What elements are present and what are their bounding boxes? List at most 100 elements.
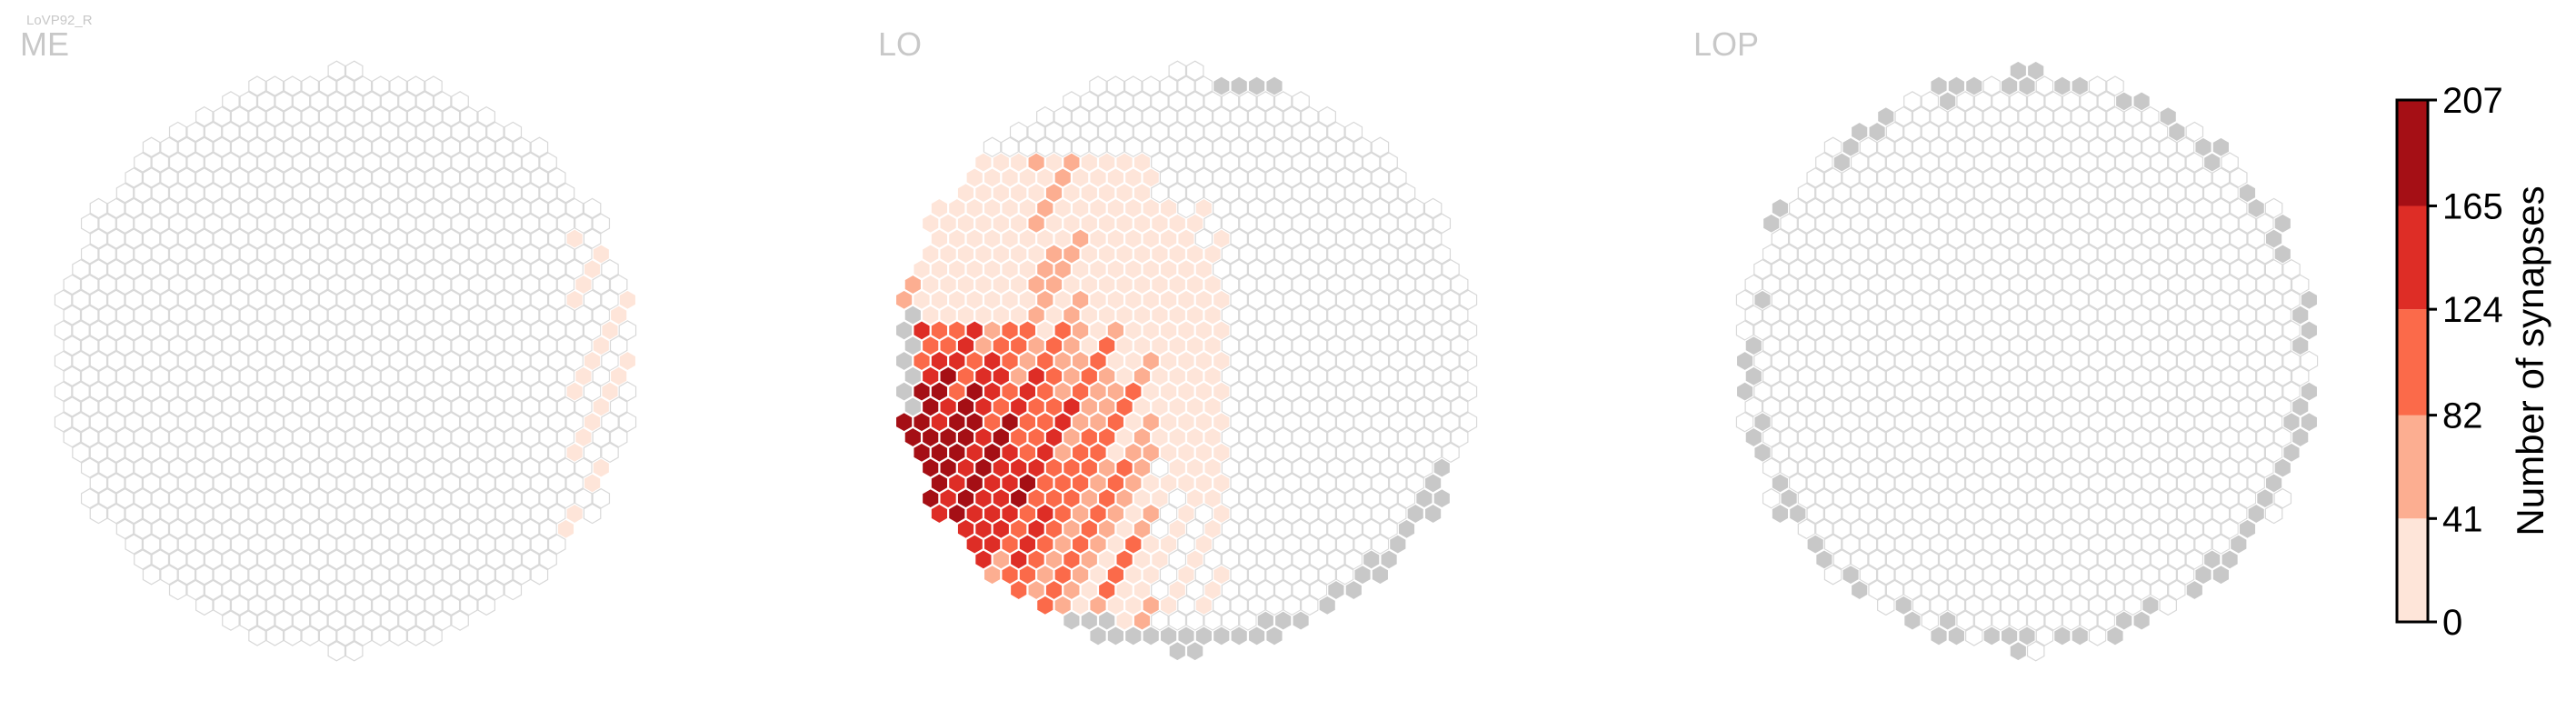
- hex-column: [2150, 487, 2169, 509]
- hex-column: [1256, 274, 1275, 295]
- hex-column: [1771, 197, 1790, 219]
- hex-column: [1256, 549, 1275, 570]
- hex-column: [1044, 457, 1063, 478]
- hex-column: [1832, 305, 1852, 325]
- hex-column: [372, 442, 390, 464]
- hex-column: [406, 75, 425, 96]
- hex-column: [556, 457, 575, 478]
- hex-column: [956, 518, 975, 540]
- hex-column: [1877, 534, 1895, 555]
- hex-column: [1159, 258, 1178, 280]
- hex-column: [1063, 305, 1081, 325]
- hex-column: [115, 487, 135, 509]
- hex-column: [1362, 305, 1381, 325]
- hex-column: [134, 152, 152, 173]
- hex-column: [2071, 105, 2089, 127]
- hex-column: [2150, 426, 2169, 448]
- hex-column: [310, 182, 328, 204]
- hex-column: [1744, 366, 1763, 387]
- hex-column: [2114, 91, 2133, 112]
- hex-column: [63, 305, 82, 325]
- hex-column: [1185, 91, 1204, 112]
- hex-column: [1938, 396, 1957, 417]
- hex-column: [1080, 182, 1099, 204]
- hex-column: [125, 320, 143, 341]
- hex-column: [1256, 426, 1275, 448]
- hex-column: [1301, 105, 1319, 127]
- hex-column: [1973, 305, 1992, 325]
- hex-column: [1780, 366, 1798, 387]
- hex-column: [239, 518, 258, 540]
- hex-column: [2282, 442, 2301, 464]
- hex-column: [336, 258, 354, 280]
- hex-column: [2168, 457, 2186, 478]
- hex-column: [380, 121, 399, 143]
- hex-column: [2238, 213, 2257, 235]
- hex-column: [1842, 136, 1860, 158]
- hex-column: [424, 167, 443, 188]
- hex-column: [2035, 136, 2054, 158]
- hex-column: [1080, 213, 1099, 235]
- hex-column: [1142, 105, 1160, 127]
- hex-column: [1938, 426, 1957, 448]
- hex-column: [2194, 564, 2212, 586]
- hex-column: [1433, 335, 1452, 356]
- hex-column: [1327, 335, 1345, 356]
- hex-column: [442, 105, 461, 127]
- hex-column: [921, 426, 940, 448]
- hex-column: [160, 350, 178, 372]
- hex-column: [344, 91, 364, 112]
- hex-column: [1265, 197, 1283, 219]
- hex-column: [2062, 366, 2081, 387]
- hex-column: [63, 396, 82, 417]
- hex-column: [2273, 396, 2292, 417]
- hex-column: [1885, 457, 1904, 478]
- hex-column: [1406, 350, 1424, 372]
- hex-column: [451, 152, 469, 173]
- hex-column: [1868, 518, 1886, 540]
- hex-column: [2194, 350, 2212, 372]
- hex-column: [1151, 274, 1169, 295]
- hex-column: [556, 518, 575, 540]
- hex-column: [2035, 564, 2054, 586]
- hex-column: [354, 320, 373, 341]
- hex-column: [1027, 182, 1045, 204]
- hex-column: [1842, 258, 1860, 280]
- hex-column: [2114, 610, 2133, 631]
- hex-column: [1027, 335, 1045, 356]
- hex-column: [1912, 350, 1931, 372]
- hex-column: [1018, 289, 1037, 311]
- hex-column: [521, 487, 540, 509]
- hex-column: [983, 320, 1002, 341]
- hex-column: [256, 457, 275, 478]
- hex-column: [195, 258, 214, 280]
- hex-column: [1151, 152, 1169, 173]
- hex-column: [406, 534, 425, 555]
- hex-column: [1789, 473, 1807, 494]
- hex-column: [1053, 473, 1072, 494]
- hex-column: [1168, 91, 1187, 112]
- hex-column: [992, 274, 1011, 295]
- hex-column: [98, 366, 116, 387]
- hex-column: [1292, 244, 1310, 265]
- hex-column: [556, 213, 575, 235]
- hex-column: [2114, 182, 2133, 204]
- hex-column: [930, 289, 949, 311]
- hex-column: [2009, 457, 2028, 478]
- hex-column: [1956, 579, 1974, 601]
- hex-column: [1265, 320, 1283, 341]
- hex-column: [477, 136, 495, 158]
- hex-column: [1806, 381, 1824, 402]
- hex-column: [1832, 213, 1852, 235]
- hex-column: [2009, 91, 2028, 112]
- hex-column: [992, 366, 1011, 387]
- hex-column: [477, 320, 495, 341]
- hex-column: [424, 473, 443, 494]
- hex-column: [1194, 75, 1213, 96]
- hex-column: [921, 487, 940, 509]
- hex-column: [344, 610, 364, 631]
- hex-column: [548, 473, 566, 494]
- hex-column: [1301, 197, 1319, 219]
- hex-column: [372, 534, 390, 555]
- hex-column: [239, 152, 258, 173]
